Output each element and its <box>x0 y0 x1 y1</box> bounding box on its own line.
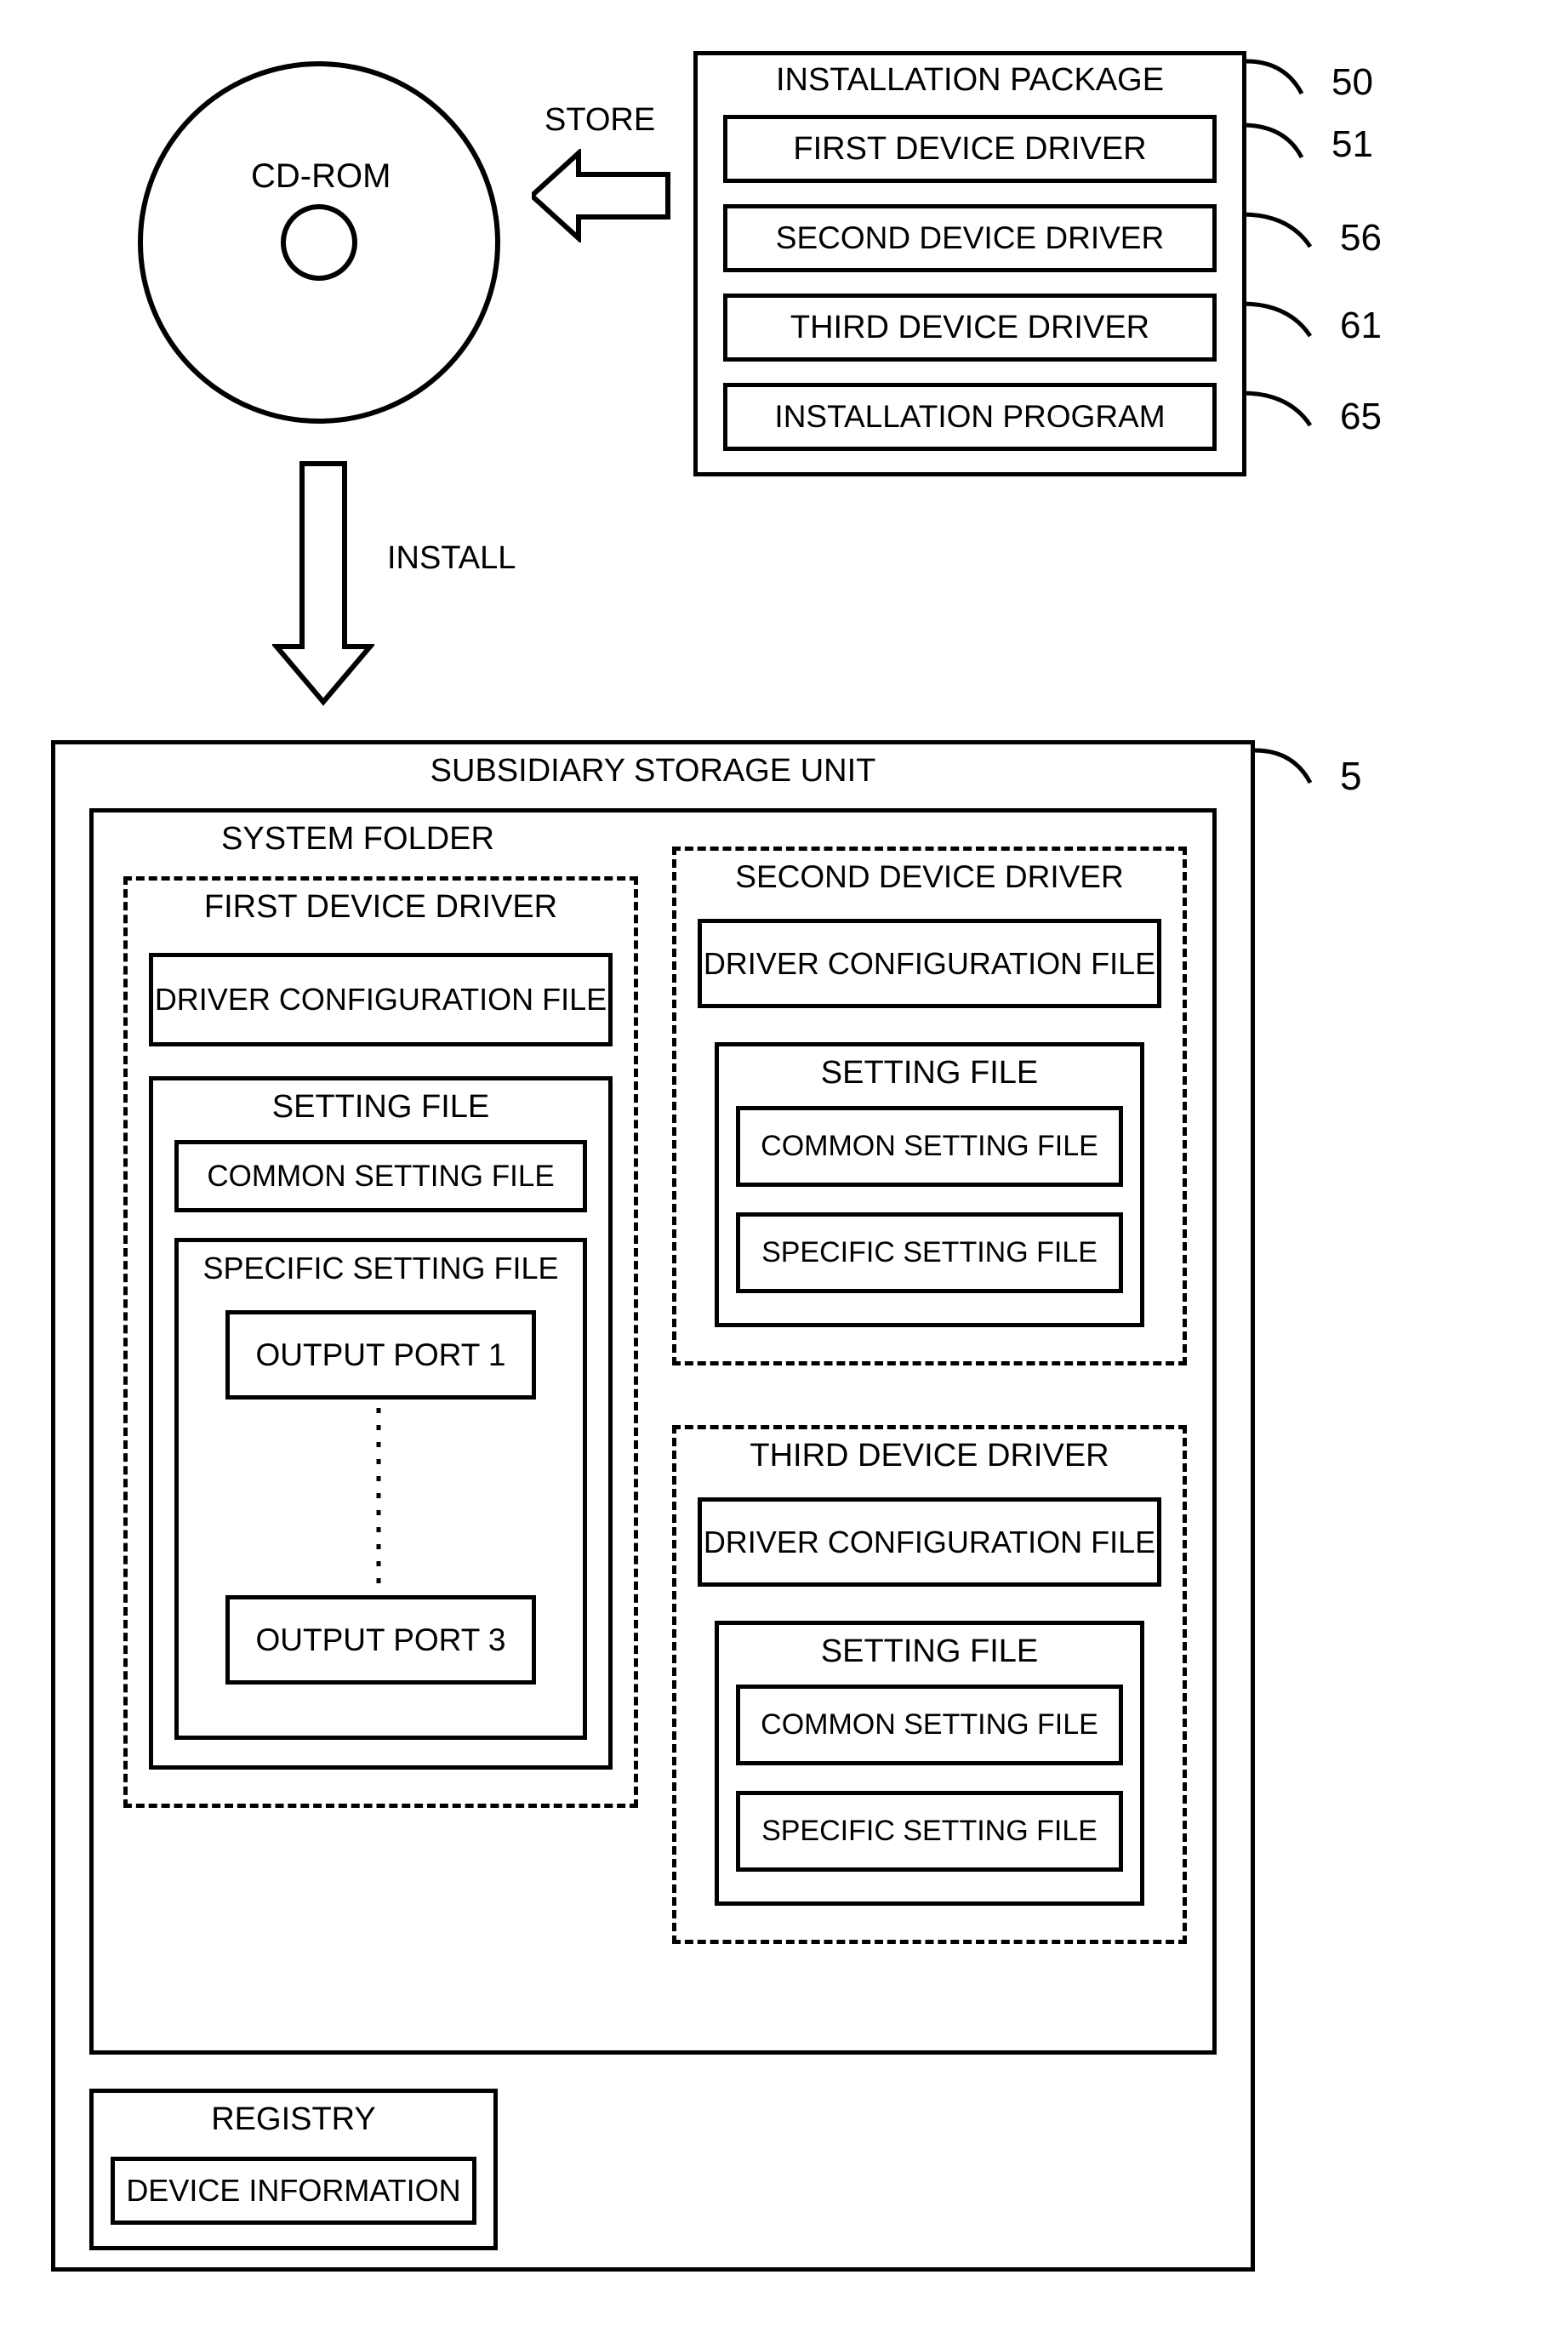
first-setting-title: SETTING FILE <box>153 1089 608 1126</box>
callout-50-text: 50 <box>1331 61 1373 104</box>
first-common-file: COMMON SETTING FILE <box>174 1140 587 1212</box>
callout-65 <box>1242 383 1331 430</box>
first-driver-title: FIRST DEVICE DRIVER <box>128 889 634 926</box>
third-driver-title: THIRD DEVICE DRIVER <box>676 1438 1183 1474</box>
second-setting-box: SETTING FILE COMMON SETTING FILE SPECIFI… <box>715 1042 1144 1327</box>
third-common: COMMON SETTING FILE <box>736 1685 1123 1765</box>
system-folder-box: SYSTEM FOLDER FIRST DEVICE DRIVER DRIVER… <box>89 808 1217 2055</box>
port-dots-icon <box>374 1408 383 1587</box>
third-driver-config: DRIVER CONFIGURATION FILE <box>698 1497 1161 1587</box>
third-setting-box: SETTING FILE COMMON SETTING FILE SPECIFI… <box>715 1621 1144 1906</box>
first-common-label: COMMON SETTING FILE <box>207 1160 554 1194</box>
package-item-3-label: INSTALLATION PROGRAM <box>774 399 1165 435</box>
first-setting-box: SETTING FILE COMMON SETTING FILE SPECIFI… <box>149 1076 613 1770</box>
diagram-root: CD-ROM STORE INSTALLATION PACKAGE FIRST … <box>34 34 1534 2292</box>
first-specific-title: SPECIFIC SETTING FILE <box>179 1251 583 1286</box>
second-setting-title: SETTING FILE <box>719 1055 1140 1092</box>
callout-61-text: 61 <box>1340 305 1382 347</box>
storage-unit-box: SUBSIDIARY STORAGE UNIT SYSTEM FOLDER FI… <box>51 740 1255 2272</box>
first-driver-config-label: DRIVER CONFIGURATION FILE <box>155 982 607 1018</box>
first-driver-config: DRIVER CONFIGURATION FILE <box>149 953 613 1046</box>
second-driver-config: DRIVER CONFIGURATION FILE <box>698 919 1161 1008</box>
installation-package-box: INSTALLATION PACKAGE FIRST DEVICE DRIVER… <box>693 51 1246 476</box>
callout-5-text: 5 <box>1340 753 1362 799</box>
first-specific-box: SPECIFIC SETTING FILE OUTPUT PORT 1 OUTP… <box>174 1238 587 1740</box>
output-port-1: OUTPUT PORT 1 <box>225 1310 536 1400</box>
first-driver-box: FIRST DEVICE DRIVER DRIVER CONFIGURATION… <box>123 876 638 1808</box>
install-arrow-icon <box>272 459 374 706</box>
registry-item-label: DEVICE INFORMATION <box>126 2173 460 2209</box>
cdrom-icon <box>136 60 502 425</box>
storage-unit-title: SUBSIDIARY STORAGE UNIT <box>55 753 1251 790</box>
cdrom-label: CD-ROM <box>251 157 391 196</box>
output-port-3: OUTPUT PORT 3 <box>225 1595 536 1685</box>
package-item-3: INSTALLATION PROGRAM <box>723 383 1217 451</box>
store-arrow-label: STORE <box>545 102 655 139</box>
callout-56-text: 56 <box>1340 217 1382 259</box>
third-specific: SPECIFIC SETTING FILE <box>736 1791 1123 1872</box>
package-item-2-label: THIRD DEVICE DRIVER <box>790 310 1149 346</box>
package-item-0-label: FIRST DEVICE DRIVER <box>793 131 1146 168</box>
callout-61 <box>1242 294 1331 340</box>
callout-5 <box>1255 740 1331 787</box>
registry-title: REGISTRY <box>94 2101 493 2138</box>
package-item-1-label: SECOND DEVICE DRIVER <box>776 220 1164 256</box>
second-driver-title: SECOND DEVICE DRIVER <box>676 859 1183 895</box>
second-specific: SPECIFIC SETTING FILE <box>736 1212 1123 1293</box>
install-arrow-label: INSTALL <box>387 540 516 577</box>
third-setting-title: SETTING FILE <box>719 1633 1140 1670</box>
third-common-label: COMMON SETTING FILE <box>761 1708 1098 1742</box>
callout-50 <box>1246 51 1323 98</box>
package-item-1: SECOND DEVICE DRIVER <box>723 204 1217 272</box>
registry-box: REGISTRY DEVICE INFORMATION <box>89 2089 498 2250</box>
callout-65-text: 65 <box>1340 396 1382 438</box>
callout-56 <box>1242 204 1331 251</box>
second-common: COMMON SETTING FILE <box>736 1106 1123 1187</box>
third-driver-box: THIRD DEVICE DRIVER DRIVER CONFIGURATION… <box>672 1425 1187 1944</box>
callout-51-text: 51 <box>1331 123 1373 166</box>
output-port-1-label: OUTPUT PORT 1 <box>255 1337 505 1373</box>
package-item-2: THIRD DEVICE DRIVER <box>723 294 1217 362</box>
second-specific-label: SPECIFIC SETTING FILE <box>761 1236 1098 1269</box>
package-item-0: FIRST DEVICE DRIVER <box>723 115 1217 183</box>
installation-package-title: INSTALLATION PACKAGE <box>698 62 1242 99</box>
third-specific-label: SPECIFIC SETTING FILE <box>761 1815 1098 1848</box>
second-common-label: COMMON SETTING FILE <box>761 1130 1098 1163</box>
registry-item: DEVICE INFORMATION <box>111 2157 476 2225</box>
output-port-3-label: OUTPUT PORT 3 <box>255 1622 505 1658</box>
second-driver-box: SECOND DEVICE DRIVER DRIVER CONFIGURATIO… <box>672 847 1187 1365</box>
callout-51 <box>1242 115 1323 162</box>
third-driver-config-label: DRIVER CONFIGURATION FILE <box>704 1525 1155 1560</box>
second-driver-config-label: DRIVER CONFIGURATION FILE <box>704 946 1155 982</box>
store-arrow-icon <box>532 149 672 242</box>
system-folder-title: SYSTEM FOLDER <box>221 821 494 858</box>
